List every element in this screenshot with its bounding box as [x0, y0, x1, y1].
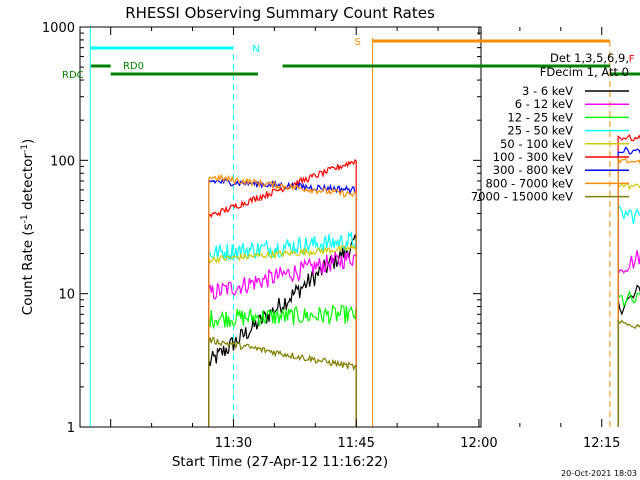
y-tick-label: 100	[50, 154, 75, 169]
series-line	[208, 336, 357, 427]
saa-flag-label: S	[355, 37, 361, 48]
legend-header-line2: FDecim 1, Att 0	[540, 65, 629, 79]
series-line	[208, 304, 357, 427]
flare-flag-label: F	[629, 54, 635, 65]
rd0-flag-label: RD0	[123, 61, 144, 72]
y-tick-label: 1	[67, 421, 75, 436]
legend-label: 12 - 25 keV	[507, 110, 573, 124]
series-line	[617, 133, 640, 427]
chart-title: RHESSI Observing Summary Count Rates	[125, 4, 435, 22]
x-tick-label: 12:00	[460, 436, 497, 451]
legend-header-line1: Det 1,3,5,6,9,	[550, 51, 629, 65]
x-axis-label: Start Time (27-Apr-12 11:16:22)	[172, 454, 388, 470]
series-line	[617, 203, 640, 427]
series-line	[208, 234, 357, 427]
night-flag-label: N	[252, 44, 259, 55]
series-line	[208, 173, 357, 427]
series-line	[617, 284, 640, 427]
legend-label: 25 - 50 keV	[507, 124, 573, 138]
series-line	[617, 250, 640, 427]
x-tick-label: 11:30	[215, 436, 252, 451]
legend-label: 6 - 12 keV	[515, 97, 573, 111]
rdc-flag-label: RDC	[62, 70, 84, 81]
y-tick-label: 10	[58, 288, 75, 303]
legend-label: 300 - 800 keV	[493, 163, 573, 177]
series-line	[617, 182, 640, 427]
series-line	[208, 177, 357, 427]
x-tick-label: 11:45	[337, 436, 374, 451]
series-line	[208, 250, 357, 427]
legend-label: 100 - 300 keV	[493, 150, 573, 164]
y-tick-label: 1000	[42, 21, 75, 36]
plot-frame	[79, 26, 482, 428]
series-line	[617, 319, 640, 427]
axis-layer: 110100100011:3011:4512:0012:1512:3012:45…	[42, 21, 640, 451]
data-layer	[89, 27, 640, 427]
x-tick-label: 12:15	[583, 436, 620, 451]
series-line	[208, 158, 357, 427]
y-axis-label: Count Rate (s-1 detector-1)	[20, 139, 36, 315]
legend: Det 1,3,5,6,9, FDecim 1, Att 0 3 - 6 keV…	[471, 51, 629, 204]
series-line	[208, 230, 357, 427]
legend-label: 800 - 7000 keV	[485, 176, 573, 190]
legend-label: 7000 - 15000 keV	[471, 190, 573, 204]
legend-label: 3 - 6 keV	[522, 84, 573, 98]
date-stamp: 20-Oct-2021 18:03	[561, 469, 637, 478]
legend-label: 50 - 100 keV	[500, 137, 573, 151]
series-line	[208, 244, 357, 427]
